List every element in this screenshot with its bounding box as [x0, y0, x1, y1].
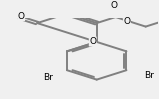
Text: O: O: [111, 1, 118, 10]
Text: Br: Br: [144, 71, 154, 80]
Text: Br: Br: [43, 73, 52, 82]
Text: O: O: [123, 17, 130, 26]
Text: O: O: [18, 12, 25, 21]
Text: O: O: [89, 37, 96, 46]
